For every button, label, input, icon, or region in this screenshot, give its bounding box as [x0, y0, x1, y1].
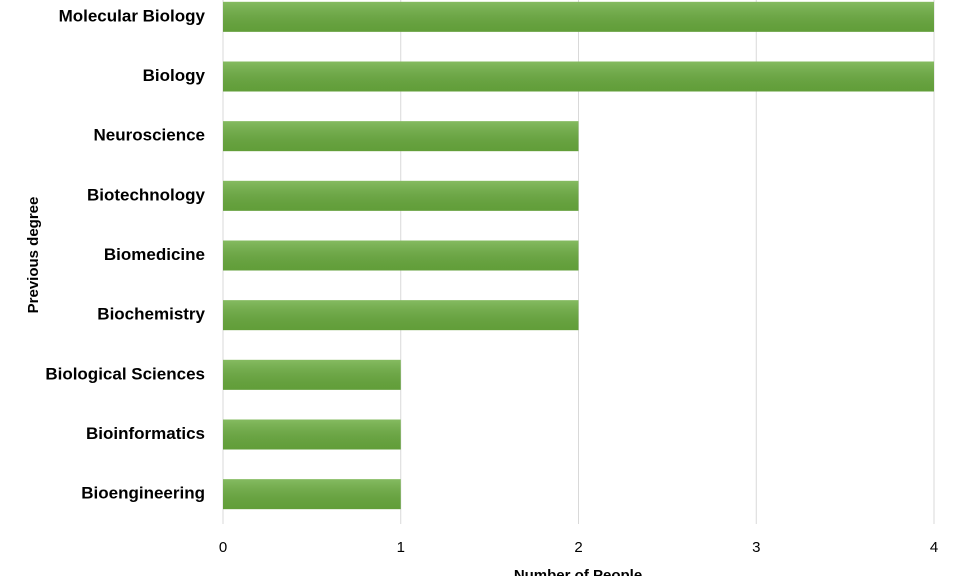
y-tick-label: Biology [143, 66, 206, 85]
x-tick-label: 2 [574, 539, 582, 556]
x-tick-label: 4 [930, 539, 938, 556]
bar [223, 300, 579, 331]
y-tick-label: Biochemistry [97, 305, 205, 324]
bar [223, 1, 934, 32]
bar [223, 479, 401, 510]
y-tick-label: Bioinformatics [86, 424, 205, 443]
bar [223, 419, 401, 450]
bar [223, 180, 579, 211]
x-tick-label: 3 [752, 539, 760, 556]
bar [223, 240, 579, 271]
x-tick-label: 0 [219, 539, 227, 556]
y-tick-label: Biological Sciences [45, 364, 205, 383]
bar [223, 121, 579, 152]
x-axis-title: Number of People [514, 567, 642, 576]
x-tick-label: 1 [397, 539, 405, 556]
y-tick-label: Neuroscience [94, 126, 206, 145]
y-tick-label: Bioengineering [81, 484, 205, 503]
bar [223, 359, 401, 390]
y-axis-title: Previous degree [25, 197, 42, 314]
bar [223, 61, 934, 92]
y-tick-label: Molecular Biology [59, 6, 206, 25]
y-tick-label: Biotechnology [87, 185, 206, 204]
y-tick-label: Biomedicine [104, 245, 205, 264]
